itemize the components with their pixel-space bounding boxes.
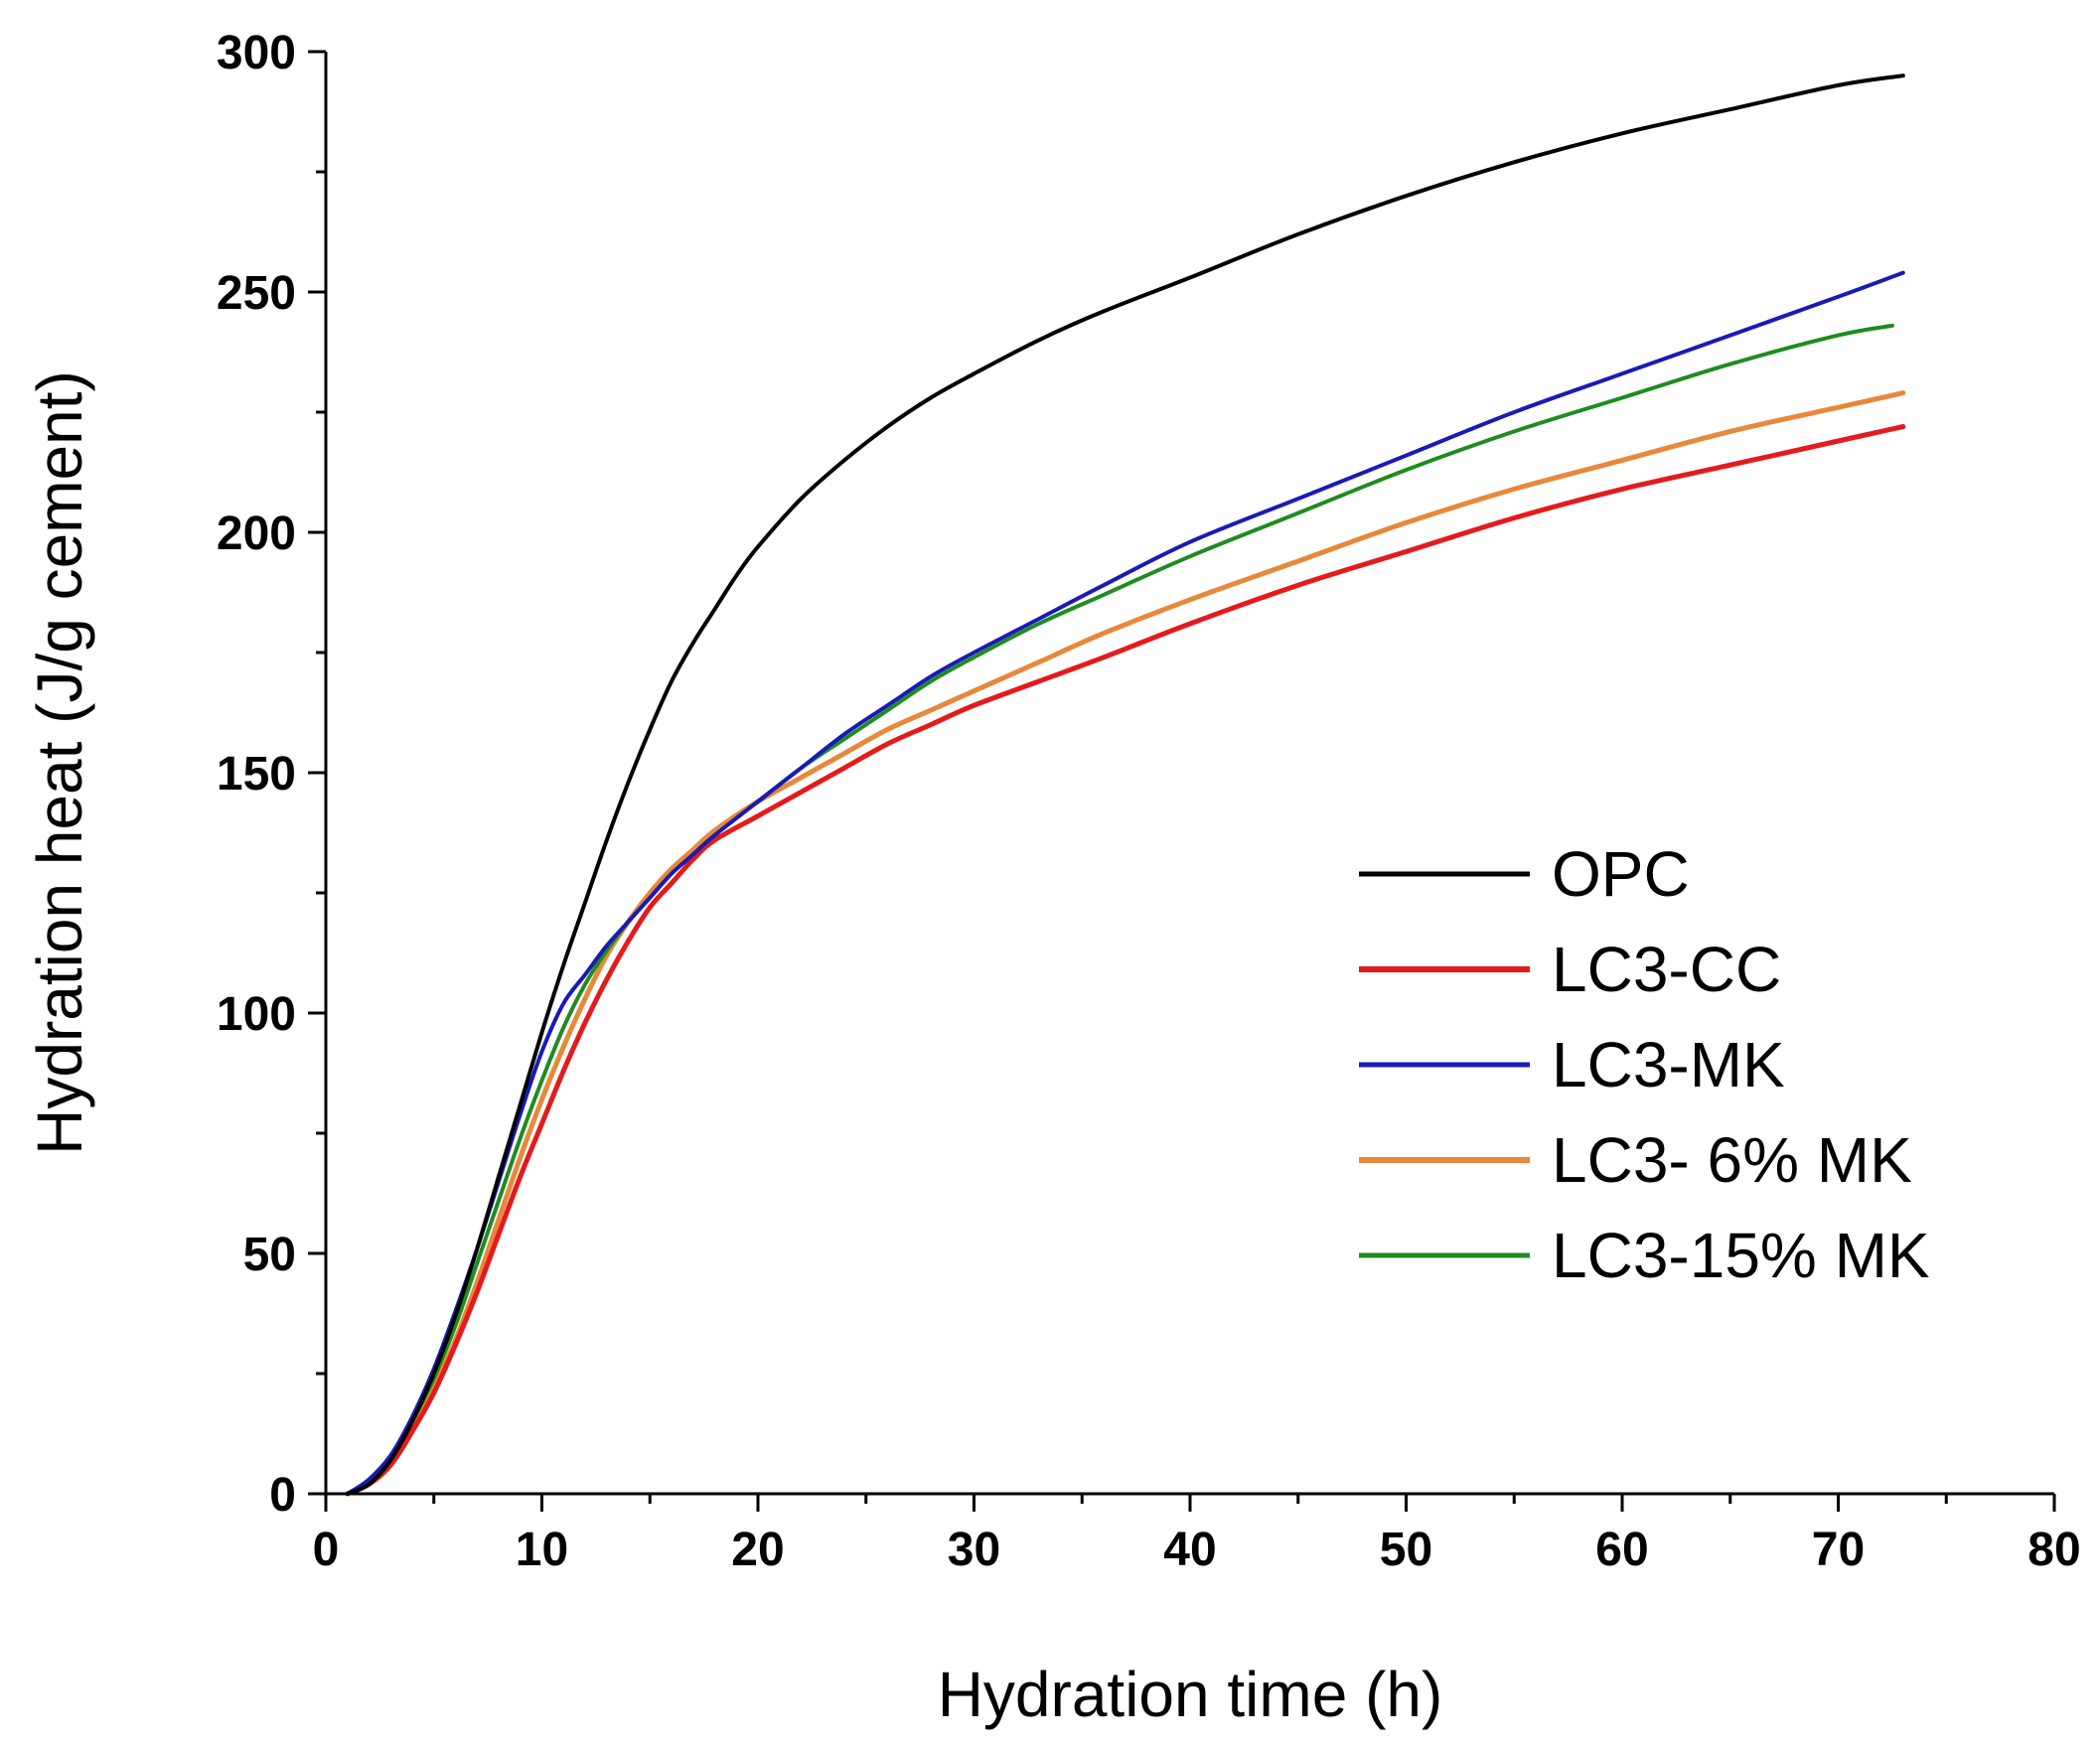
legend-item-opc: OPC	[1359, 838, 1690, 910]
legend-item-lc3-mk: LC3-MK	[1359, 1029, 1785, 1100]
x-tick-label: 30	[948, 1524, 1000, 1576]
y-tick-label: 250	[217, 267, 296, 320]
series-line-opc	[345, 73, 1905, 1496]
series-line-lc3-6-mk	[345, 390, 1906, 1497]
legend-label: LC3-CC	[1552, 934, 1781, 1005]
y-tick-label: 300	[217, 27, 296, 79]
x-tick-label: 60	[1595, 1524, 1648, 1576]
x-axis-title: Hydration time (h)	[938, 1659, 1443, 1730]
series-lines	[345, 73, 1906, 1497]
y-tick-label: 100	[217, 988, 296, 1041]
x-tick-label: 0	[313, 1524, 340, 1576]
legend-label: LC3-15% MK	[1552, 1220, 1930, 1291]
x-tick-label: 20	[731, 1524, 784, 1576]
legend-item-lc3-cc: LC3-CC	[1359, 934, 1781, 1005]
x-tick-label: 10	[516, 1524, 568, 1576]
x-axis-ticks: 0 10 20 30 40 50 60 70 80	[313, 1494, 2081, 1576]
y-tick-label: 200	[217, 508, 296, 560]
legend-label: OPC	[1552, 838, 1690, 910]
series-line-lc3-cc	[345, 424, 1906, 1497]
legend-label: LC3-MK	[1552, 1029, 1785, 1100]
x-tick-label: 40	[1163, 1524, 1216, 1576]
y-tick-label: 0	[269, 1469, 296, 1522]
x-tick-label: 50	[1380, 1524, 1432, 1576]
y-tick-label: 150	[217, 748, 296, 801]
y-tick-label: 50	[243, 1229, 296, 1281]
y-axis-title: Hydration heat (J/g cement)	[24, 370, 95, 1155]
legend-item-lc3-6-mk: LC3- 6% MK	[1359, 1124, 1912, 1196]
x-tick-label: 70	[1812, 1524, 1865, 1576]
legend: OPC LC3-CC LC3-MK LC3- 6% MK LC3-15% MK	[1359, 838, 1930, 1291]
legend-label: LC3- 6% MK	[1552, 1124, 1912, 1196]
legend-item-lc3-15-mk: LC3-15% MK	[1359, 1220, 1930, 1291]
y-axis-ticks: 0 50 100 150 200 250 300	[217, 27, 326, 1522]
x-tick-label: 80	[2027, 1524, 2080, 1576]
